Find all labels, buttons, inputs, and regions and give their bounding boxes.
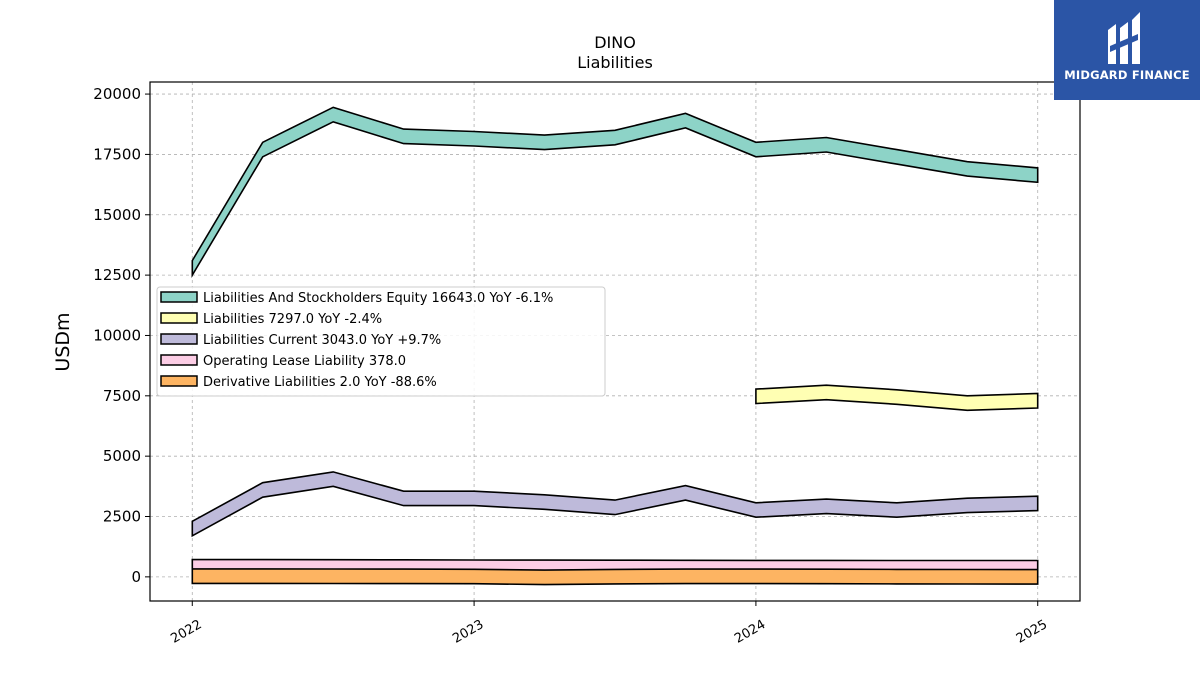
- chart-subtitle: Liabilities: [577, 53, 653, 72]
- series-derivative-liabilities: [191, 568, 1039, 586]
- legend-swatch: [160, 333, 198, 345]
- legend-swatch: [160, 354, 198, 366]
- brand-logo: MIDGARD FINANCE: [1054, 0, 1200, 100]
- logo-text: MIDGARD FINANCE: [1064, 68, 1190, 82]
- y-axis-label: USDm: [52, 312, 74, 371]
- y-tick-label: 20000: [93, 85, 141, 103]
- legend-label: Liabilities Current 3043.0 YoY +9.7%: [203, 333, 441, 348]
- x-axis: 2022 2023 2024 2025: [168, 601, 1050, 647]
- legend-label: Operating Lease Liability 378.0: [203, 354, 406, 369]
- y-tick-label: 5000: [103, 447, 141, 465]
- legend: Liabilities And Stockholders Equity 1664…: [156, 286, 606, 397]
- legend-swatch: [160, 375, 198, 387]
- y-tick-label: 10000: [93, 326, 141, 344]
- legend-label: Liabilities 7297.0 YoY -2.4%: [203, 312, 382, 327]
- plot-frame: [149, 81, 1081, 602]
- x-tick-label: 2024: [732, 617, 768, 647]
- legend-label: Derivative Liabilities 2.0 YoY -88.6%: [203, 375, 437, 390]
- legend-box: [156, 286, 606, 397]
- x-tick-label: 2025: [1014, 617, 1050, 647]
- series-liabilities-and-stockholders-equity: [191, 106, 1039, 279]
- y-tick-label: 12500: [93, 266, 141, 284]
- y-tick-label: 15000: [93, 206, 141, 224]
- y-tick-label: 17500: [93, 145, 141, 163]
- y-tick-label: 7500: [103, 387, 141, 405]
- legend-label: Liabilities And Stockholders Equity 1664…: [203, 291, 553, 306]
- legend-swatch: [160, 291, 198, 303]
- y-tick-label: 2500: [103, 508, 141, 526]
- series-liabilities-current: [191, 471, 1039, 538]
- y-tick-label: 0: [131, 568, 141, 586]
- logo-mark-icon: [1108, 12, 1140, 64]
- y-axis: 0 2500 5000 7500 10000 12500 15000 17500 20000: [93, 85, 150, 586]
- x-tick-label: 2023: [450, 617, 486, 647]
- series-liabilities: [755, 384, 1039, 412]
- legend-swatch: [160, 312, 198, 324]
- x-tick-label: 2022: [168, 617, 204, 647]
- series-layer: [191, 106, 1039, 586]
- chart-title: DINO: [594, 33, 636, 52]
